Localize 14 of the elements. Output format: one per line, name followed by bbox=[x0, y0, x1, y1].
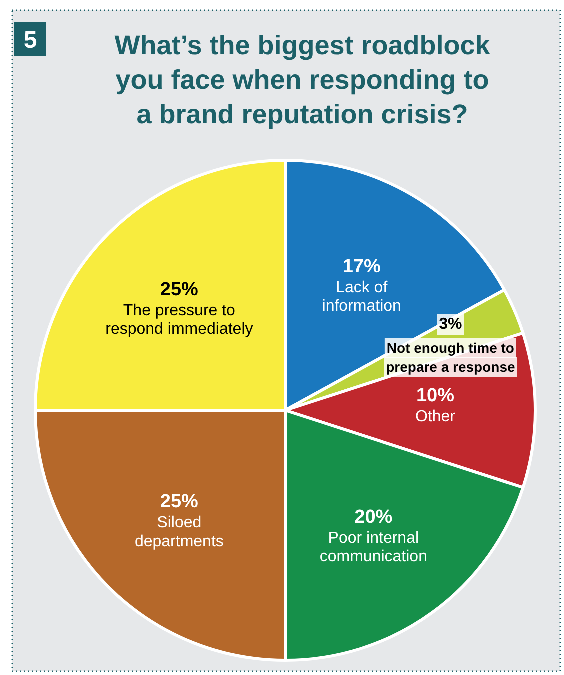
slice-label: Not enough time to prepare a response bbox=[386, 340, 516, 376]
data-label: 17% bbox=[342, 256, 381, 278]
slice-label: Siloed departments bbox=[134, 514, 224, 550]
data-label: 3% bbox=[439, 316, 462, 334]
slice-label: Poor internal communication bbox=[320, 530, 428, 566]
text: 5 bbox=[24, 27, 38, 54]
slice-label: Lack of information bbox=[322, 279, 402, 316]
data-label: 25% bbox=[160, 492, 199, 513]
slice-label: Other bbox=[415, 408, 456, 426]
chart-title: What’s the biggest roadblock you face when responding to a brand reputation crisis? bbox=[114, 30, 492, 130]
data-label: 25% bbox=[160, 279, 199, 300]
data-label: 20% bbox=[354, 506, 393, 528]
slice-label: The pressure to respond immediately bbox=[106, 302, 254, 338]
data-label: 10% bbox=[416, 386, 455, 406]
